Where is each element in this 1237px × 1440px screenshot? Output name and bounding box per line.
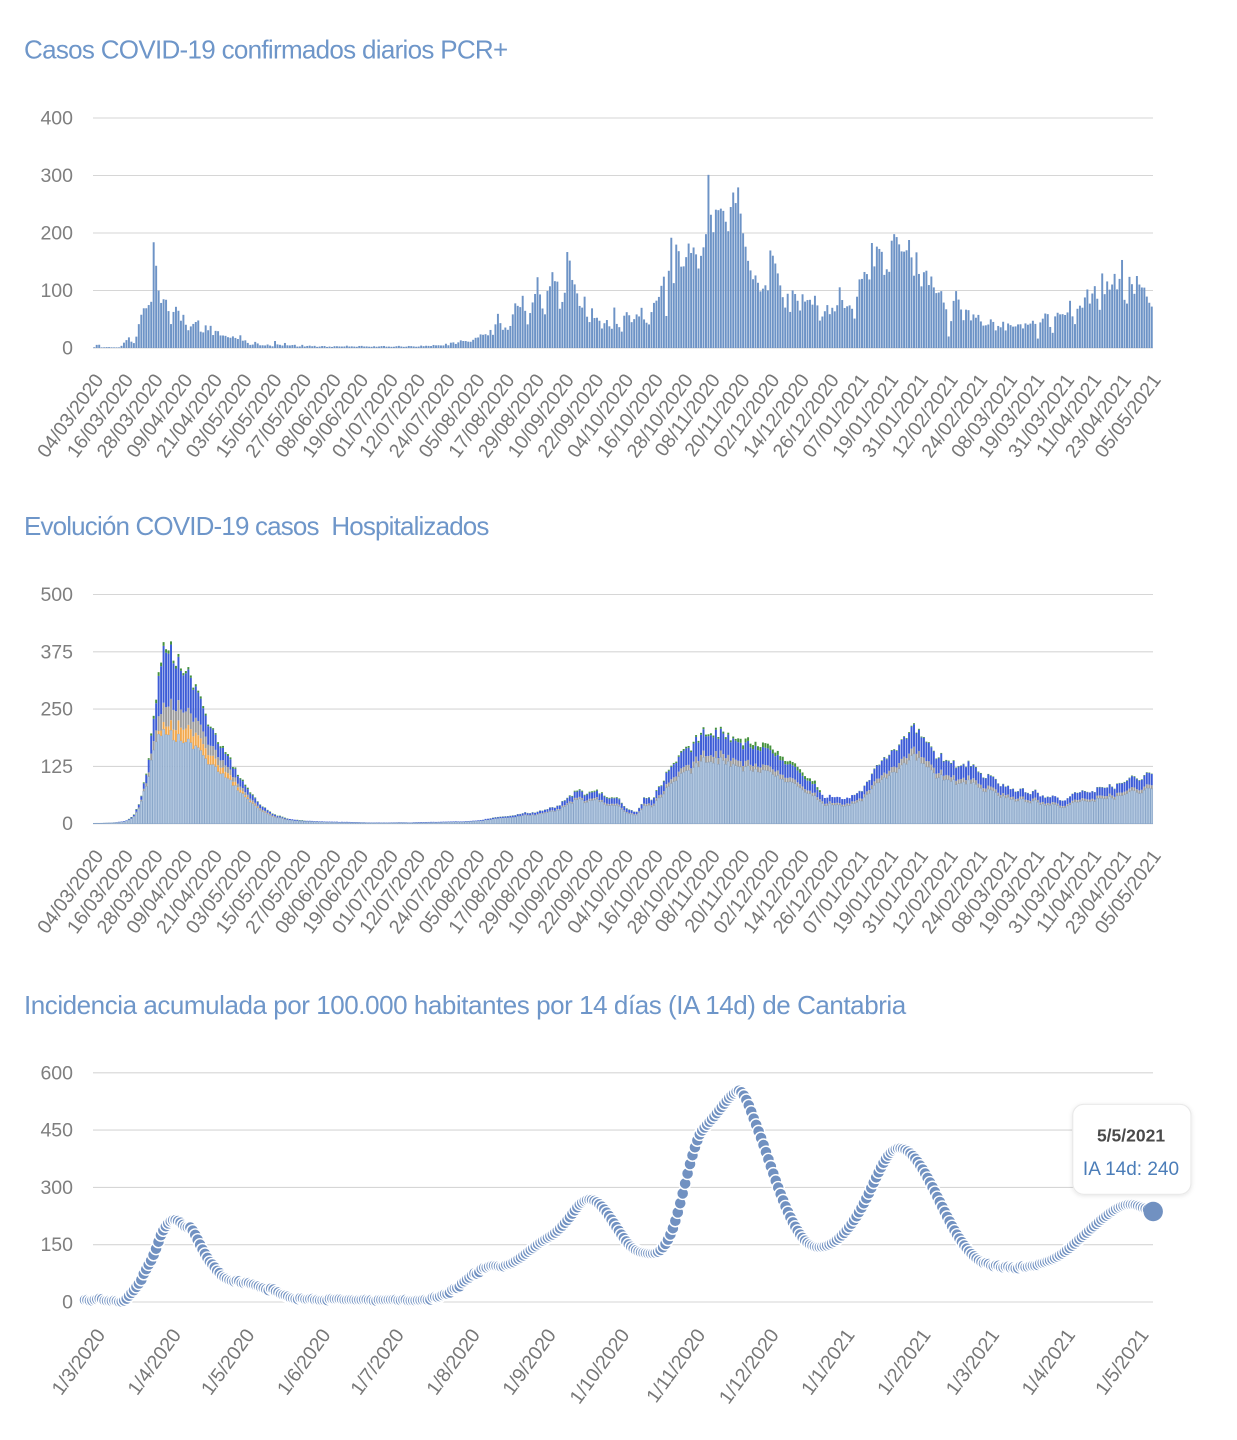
svg-text:400: 400 bbox=[40, 108, 73, 130]
svg-text:450: 450 bbox=[40, 1120, 73, 1142]
svg-text:600: 600 bbox=[40, 1062, 73, 1084]
svg-text:Incidencia acumulada por 100.0: Incidencia acumulada por 100.000 habitan… bbox=[24, 990, 907, 1020]
svg-text:150: 150 bbox=[40, 1234, 73, 1256]
svg-text:300: 300 bbox=[40, 1177, 73, 1199]
svg-text:IA 14d: 240: IA 14d: 240 bbox=[1083, 1159, 1179, 1180]
svg-text:300: 300 bbox=[40, 165, 73, 187]
svg-text:250: 250 bbox=[40, 699, 73, 721]
svg-text:5/5/2021: 5/5/2021 bbox=[1097, 1126, 1165, 1146]
svg-text:125: 125 bbox=[40, 756, 73, 778]
svg-text:0: 0 bbox=[62, 338, 73, 360]
svg-text:0: 0 bbox=[62, 813, 73, 835]
svg-text:375: 375 bbox=[40, 641, 73, 663]
svg-text:100: 100 bbox=[40, 280, 73, 302]
svg-text:Evolución COVID-19 casos Hosp: Evolución COVID-19 casos Hospitalizados bbox=[24, 511, 489, 541]
svg-text:0: 0 bbox=[62, 1292, 73, 1314]
svg-text:200: 200 bbox=[40, 223, 73, 245]
svg-text:Casos COVID-19 confirmados dia: Casos COVID-19 confirmados diarios PCR+ bbox=[24, 35, 508, 65]
svg-text:500: 500 bbox=[40, 584, 73, 606]
